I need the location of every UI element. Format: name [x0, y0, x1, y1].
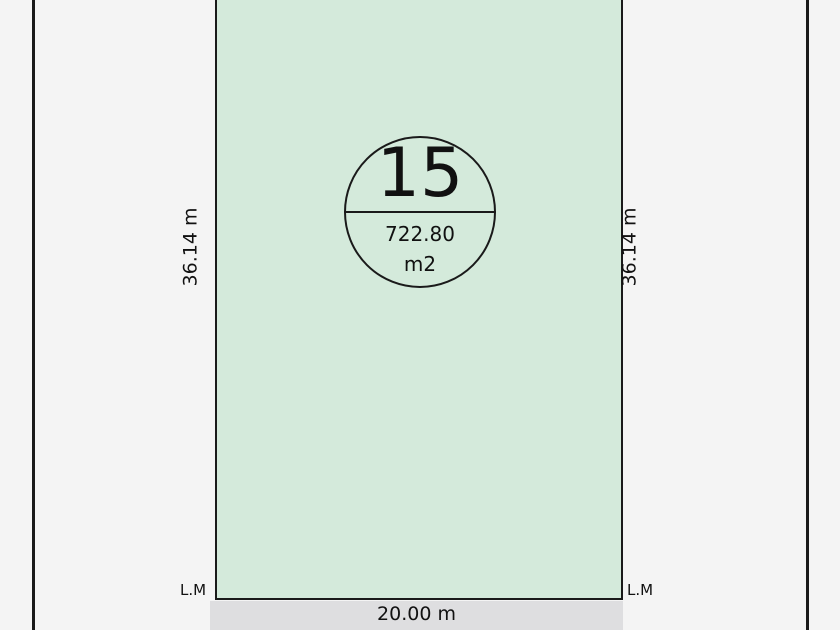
front-dimension: 20.00 m — [377, 603, 456, 625]
street-strip — [210, 601, 623, 630]
lm-marker-left: L.M — [180, 581, 207, 599]
lot-number: 15 — [376, 134, 464, 213]
lot-area-unit: m2 — [403, 252, 437, 276]
circle-divider — [344, 211, 496, 213]
right-dimension: 36.14 m — [618, 207, 641, 287]
lot-area: 722.80 — [385, 222, 455, 246]
left-dimension: 36.14 m — [179, 207, 202, 287]
lm-marker-right: L.M — [627, 581, 654, 599]
lot-parcel — [215, 0, 623, 600]
boundary-line-right — [806, 0, 809, 630]
boundary-line-left — [32, 0, 35, 630]
